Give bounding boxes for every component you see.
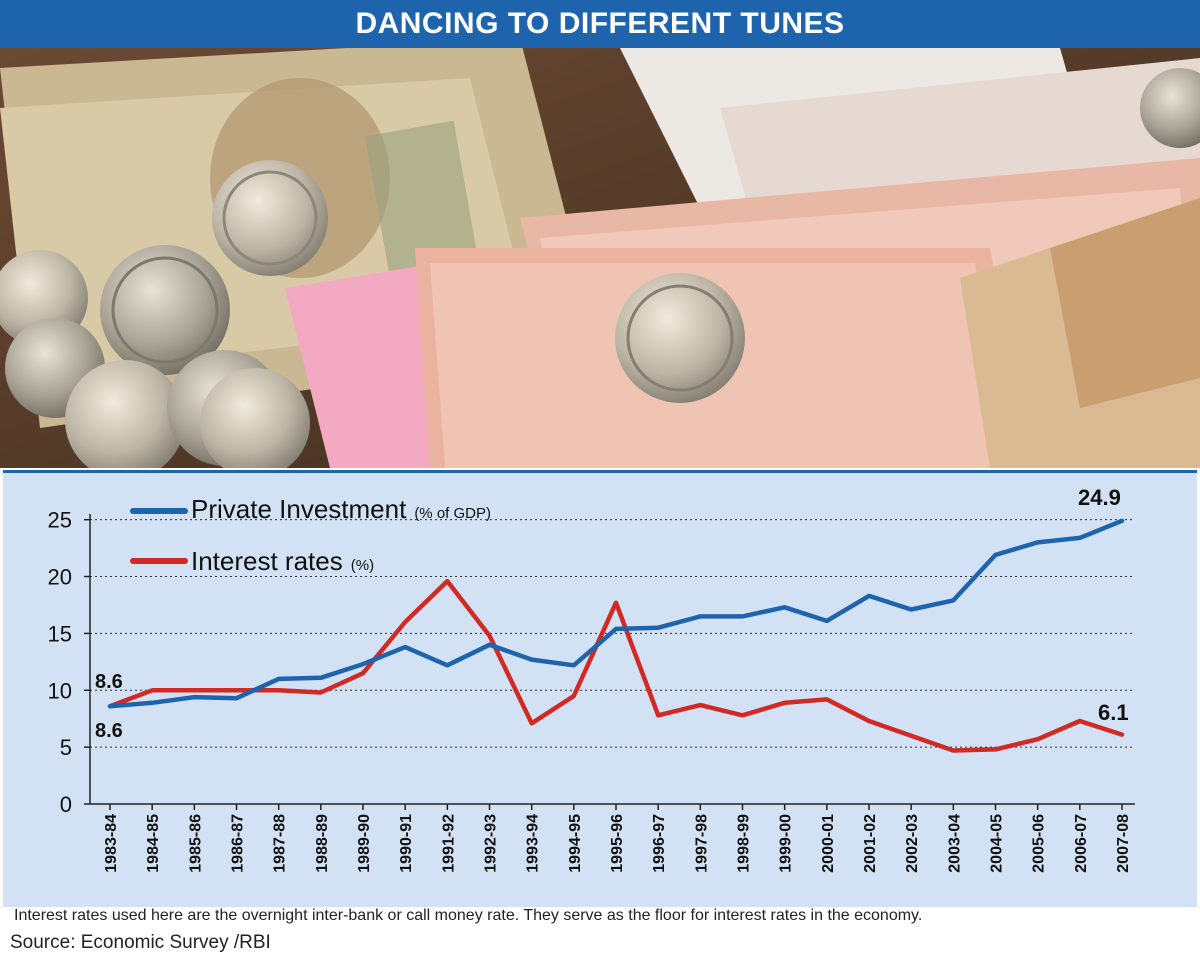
- legend-label-investment: Private Investment (% of GDP): [191, 494, 491, 524]
- data-annotations: 8.6 8.6 24.9 6.1: [95, 485, 1129, 742]
- y-tick-label: 5: [60, 735, 72, 760]
- title-banner: DANCING TO DIFFERENT TUNES: [0, 0, 1200, 48]
- x-tick-label: 1987-88: [272, 814, 289, 873]
- y-tick-label: 0: [60, 792, 72, 817]
- y-tick-label: 10: [48, 678, 72, 703]
- x-tick-label: 1985-86: [187, 814, 204, 873]
- x-tick-label: 1984-85: [145, 814, 162, 873]
- y-tick-label: 15: [48, 621, 72, 646]
- x-tick-label: 1986-87: [230, 814, 247, 873]
- x-tick-label: 2001-02: [862, 814, 879, 873]
- x-tick-label: 1988-89: [314, 814, 331, 873]
- x-tick-label: 1990-91: [398, 814, 415, 873]
- source-credit: Source: Economic Survey /RBI: [10, 932, 271, 953]
- annotation-start-interest: 8.6: [95, 720, 123, 742]
- gridlines: [90, 519, 1135, 748]
- page-title: DANCING TO DIFFERENT TUNES: [355, 7, 845, 40]
- x-tick-label: 1989-90: [356, 814, 373, 873]
- x-tick-label: 2005-06: [1031, 814, 1048, 873]
- annotation-end-investment: 24.9: [1078, 485, 1121, 510]
- x-tick-label: 1993-94: [525, 814, 542, 873]
- annotation-end-interest: 6.1: [1098, 700, 1129, 725]
- x-tick-label: 1999-00: [778, 814, 795, 873]
- chart-footnote: Interest rates used here are the overnig…: [14, 907, 923, 924]
- x-tick-label: 1998-99: [736, 814, 753, 873]
- x-tick-label: 1983-84: [103, 814, 120, 873]
- legend-label-interest: Interest rates (%): [191, 546, 374, 576]
- axes: [89, 514, 1135, 805]
- x-tick-label: 2003-04: [946, 814, 963, 873]
- legend: Private Investment (% of GDP) Interest ra…: [130, 494, 491, 576]
- x-tick-label: 2004-05: [989, 814, 1006, 873]
- x-tick-label: 1994-95: [567, 814, 584, 873]
- series-line-interest-rates: [107, 578, 1125, 753]
- x-tick-label: 1997-98: [693, 814, 710, 873]
- x-tick-label: 1992-93: [483, 814, 500, 873]
- rupee-notes-and-coins-photo: [0, 48, 1200, 468]
- series-lines: [107, 518, 1125, 753]
- x-tick-label: 2000-01: [820, 814, 837, 873]
- x-tick-label: 1995-96: [609, 814, 626, 873]
- y-tick-label: 20: [48, 565, 72, 590]
- annotation-start-investment: 8.6: [95, 671, 123, 693]
- x-tick-label: 1991-92: [440, 814, 457, 873]
- x-tick-label: 1996-97: [651, 814, 668, 873]
- x-tick-labels: 1983-84 1984-85 1985-86 1986-87 1987-88 1988-…: [103, 804, 1132, 873]
- series-line-private-investment: [107, 518, 1125, 709]
- y-tick-labels: 0 5 10 15 20 25: [48, 508, 90, 817]
- x-tick-label: 2006-07: [1073, 814, 1090, 873]
- y-tick-label: 25: [48, 508, 72, 533]
- x-tick-label: 2007-08: [1115, 814, 1132, 873]
- x-tick-label: 2002-03: [904, 814, 921, 873]
